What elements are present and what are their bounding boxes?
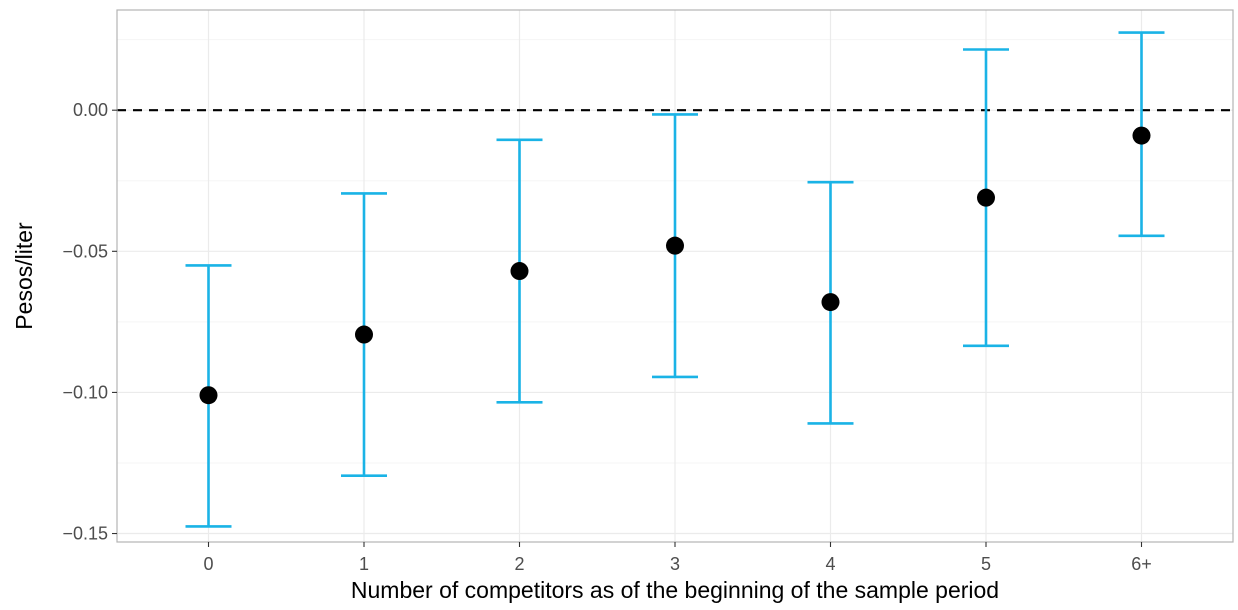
y-tick-label: −0.05 — [62, 241, 108, 261]
x-tick-label: 4 — [825, 554, 835, 574]
y-tick-label: −0.10 — [62, 382, 108, 402]
x-tick-label: 1 — [359, 554, 369, 574]
x-tick-label: 6+ — [1131, 554, 1152, 574]
x-tick-label: 5 — [981, 554, 991, 574]
point-estimate — [1132, 126, 1151, 145]
x-tick-label: 3 — [670, 554, 680, 574]
x-axis-ticks: 0 1 2 3 4 5 6+ — [203, 542, 1152, 574]
y-tick-label: 0.00 — [73, 100, 108, 120]
y-axis-ticks: −0.15 −0.10 −0.05 0.00 — [62, 100, 117, 544]
x-tick-label: 2 — [514, 554, 524, 574]
y-axis-title: Pesos/liter — [11, 222, 37, 330]
point-estimate — [977, 188, 995, 207]
point-estimate — [821, 293, 840, 312]
point-estimate — [355, 325, 373, 344]
x-tick-label: 0 — [203, 554, 213, 574]
y-tick-label: −0.15 — [62, 524, 108, 544]
point-estimates — [199, 126, 1151, 405]
x-axis-title: Number of competitors as of the beginnin… — [351, 577, 999, 603]
point-estimate — [666, 236, 684, 255]
point-estimate — [199, 386, 218, 405]
point-estimate — [510, 262, 529, 281]
